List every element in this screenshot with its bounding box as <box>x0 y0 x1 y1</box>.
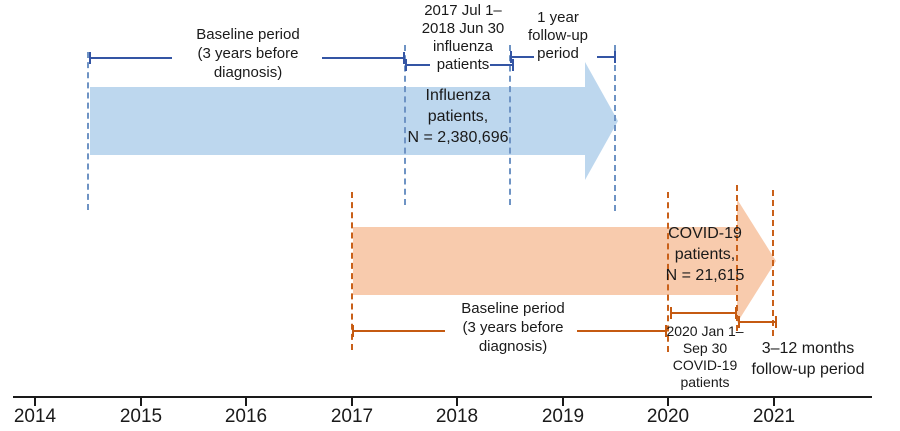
flu-enrollment-bracket-left <box>406 64 430 66</box>
covid-baseline-bracket-left <box>353 330 445 332</box>
covid-baseline-bracket-cap-right <box>665 325 667 337</box>
covid-enrollment-bracket-cap-right <box>735 307 737 319</box>
flu-followup-label: 1 year follow-up period <box>527 9 589 62</box>
flu-followup-bracket-right <box>597 56 616 58</box>
flu-baseline-label: Baseline period (3 years before diagnosi… <box>196 26 300 81</box>
influenza-arrow-head-icon <box>585 62 618 180</box>
covid-baseline-bracket-right <box>577 330 667 332</box>
year-label-2015: 2015 <box>119 406 163 427</box>
axis-tick-2017 <box>351 398 353 406</box>
dashed-line-2019-jun <box>614 45 616 211</box>
flu-followup-bracket-cap-left <box>510 51 512 63</box>
covid-arrow-label: COVID-19 patients, N = 21,615 <box>665 225 745 284</box>
flu-baseline-bracket-left <box>90 57 172 59</box>
covid-baseline-bracket-cap-left <box>352 325 354 337</box>
axis-tick-2020 <box>667 398 669 406</box>
year-label-2019: 2019 <box>541 406 585 427</box>
flu-enrollment-bracket-right <box>490 64 514 66</box>
dashed-line-2018-jun <box>509 45 511 205</box>
axis-tick-2019 <box>562 398 564 406</box>
covid-baseline-label: Baseline period (3 years before diagnosi… <box>461 300 565 355</box>
covid-followup-label: 3–12 months follow-up period <box>751 340 865 378</box>
covid-enrollment-label: 2020 Jan 1– Sep 30 COVID-19 patients <box>666 323 744 390</box>
covid-followup-bracket-cap-left <box>738 316 740 328</box>
flu-baseline-bracket-cap-left <box>89 52 91 64</box>
dashed-line-2020-sep <box>736 185 738 331</box>
dashed-line-2021-jan <box>772 190 774 336</box>
axis-tick-2014 <box>34 398 36 406</box>
flu-enrollment-label: 2017 Jul 1– 2018 Jun 30 influenza patien… <box>421 2 505 73</box>
year-label-2014: 2014 <box>13 406 57 427</box>
axis-tick-2018 <box>456 398 458 406</box>
covid-followup-bracket <box>739 321 777 323</box>
timeline-axis-line <box>13 396 872 398</box>
flu-arrow-label: Influenza patients, N = 2,380,696 <box>407 87 509 146</box>
flu-followup-bracket-cap-right <box>614 51 616 63</box>
covid-followup-bracket-cap-right <box>775 316 777 328</box>
covid-enrollment-bracket <box>671 312 737 314</box>
year-label-2018: 2018 <box>435 406 479 427</box>
year-label-2021: 2021 <box>752 406 796 427</box>
influenza-arrow-body <box>90 87 585 155</box>
dashed-line-2014-jul <box>87 52 89 210</box>
axis-tick-2016 <box>245 398 247 406</box>
axis-tick-2021 <box>773 398 775 406</box>
covid-arrow-head-icon <box>737 199 776 323</box>
covid-arrow-body <box>353 227 737 295</box>
flu-baseline-bracket-cap-right <box>403 52 405 64</box>
flu-followup-bracket-left <box>511 56 534 58</box>
dashed-line-2020-jan <box>667 192 669 352</box>
covid-enrollment-bracket-cap-left <box>670 307 672 319</box>
year-label-2017: 2017 <box>330 406 374 427</box>
flu-enrollment-bracket-cap-right <box>512 59 514 71</box>
year-label-2016: 2016 <box>224 406 268 427</box>
flu-enrollment-bracket-cap-left <box>405 59 407 71</box>
year-label-2020: 2020 <box>646 406 690 427</box>
axis-tick-2015 <box>140 398 142 406</box>
dashed-line-2017-jul <box>404 45 406 205</box>
dashed-line-2017-jan <box>351 192 353 350</box>
flu-baseline-bracket-right <box>322 57 404 59</box>
